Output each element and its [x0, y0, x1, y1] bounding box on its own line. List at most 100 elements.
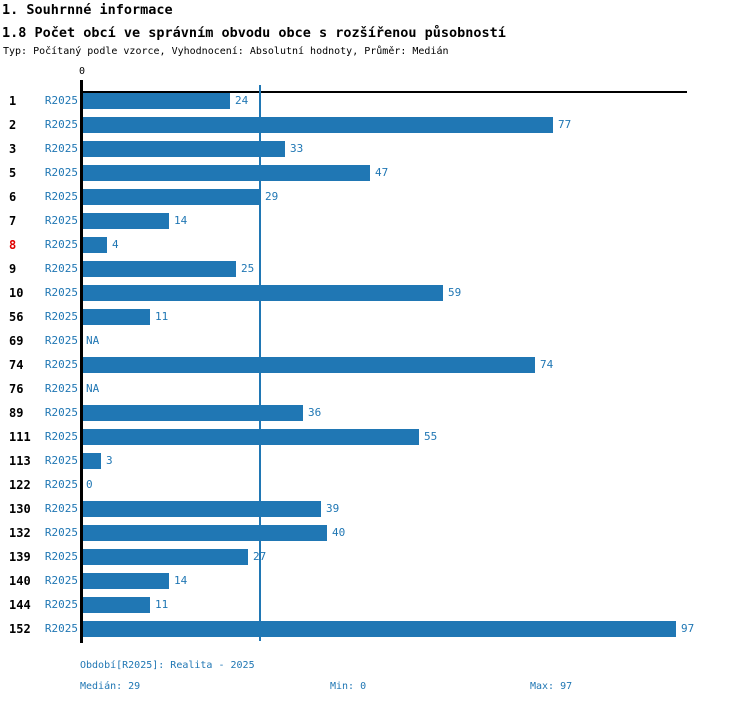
period-info: Období[R2025]: Realita - 2025 — [80, 660, 255, 671]
x-axis-tick-label: 0 — [78, 66, 86, 77]
row-value-label: 14 — [174, 214, 188, 227]
row-value-label: 33 — [290, 142, 304, 155]
row-bar — [83, 429, 419, 445]
row-period-label: R2025 — [44, 262, 78, 275]
row-bar — [83, 237, 107, 253]
row-bar — [83, 621, 676, 637]
row-id-label: 8 — [9, 238, 17, 252]
row-id-label: 1 — [9, 94, 17, 108]
row-period-label: R2025 — [44, 310, 78, 323]
row-period-label: R2025 — [44, 406, 78, 419]
row-period-label: R2025 — [44, 94, 78, 107]
row-period-label: R2025 — [44, 214, 78, 227]
row-bar — [83, 261, 236, 277]
row-value-label: 77 — [558, 118, 572, 131]
row-period-label: R2025 — [44, 334, 78, 347]
row-bar — [83, 453, 101, 469]
row-id-label: 3 — [9, 142, 17, 156]
row-period-label: R2025 — [44, 550, 78, 563]
row-value-label: 11 — [155, 598, 169, 611]
row-value-label: 97 — [681, 622, 695, 635]
row-value-label: 14 — [174, 574, 188, 587]
row-id-label: 152 — [9, 622, 31, 636]
row-bar — [83, 357, 535, 373]
row-id-label: 69 — [9, 334, 24, 348]
row-bar — [83, 189, 260, 205]
row-id-label: 10 — [9, 286, 24, 300]
row-bar — [83, 93, 230, 109]
row-id-label: 130 — [9, 502, 31, 516]
row-period-label: R2025 — [44, 526, 78, 539]
row-id-label: 7 — [9, 214, 17, 228]
row-value-label: 59 — [448, 286, 462, 299]
row-id-label: 56 — [9, 310, 24, 324]
row-period-label: R2025 — [44, 574, 78, 587]
row-period-label: R2025 — [44, 358, 78, 371]
row-id-label: 132 — [9, 526, 31, 540]
row-value-label: NA — [86, 334, 100, 347]
row-bar — [83, 501, 321, 517]
row-period-label: R2025 — [44, 166, 78, 179]
row-value-label: 39 — [326, 502, 340, 515]
row-bar — [83, 573, 169, 589]
row-period-label: R2025 — [44, 238, 78, 251]
row-value-label: 3 — [106, 454, 113, 467]
min-stat: Min: 0 — [330, 681, 367, 692]
row-id-label: 76 — [9, 382, 24, 396]
row-id-label: 144 — [9, 598, 31, 612]
row-value-label: 36 — [308, 406, 322, 419]
row-period-label: R2025 — [44, 286, 78, 299]
row-id-label: 111 — [9, 430, 31, 444]
row-bar — [83, 117, 553, 133]
row-id-label: 113 — [9, 454, 31, 468]
row-value-label: 47 — [375, 166, 389, 179]
row-period-label: R2025 — [44, 502, 78, 515]
row-bar — [83, 285, 443, 301]
row-value-label: 55 — [424, 430, 438, 443]
row-id-label: 122 — [9, 478, 31, 492]
row-id-label: 5 — [9, 166, 17, 180]
row-id-label: 89 — [9, 406, 24, 420]
row-value-label: 25 — [241, 262, 255, 275]
row-period-label: R2025 — [44, 598, 78, 611]
row-id-label: 140 — [9, 574, 31, 588]
median-stat: Medián: 29 — [80, 681, 141, 692]
row-bar — [83, 309, 150, 325]
row-period-label: R2025 — [44, 142, 78, 155]
row-period-label: R2025 — [44, 454, 78, 467]
row-bar — [83, 597, 150, 613]
row-value-label: 0 — [86, 478, 93, 491]
row-period-label: R2025 — [44, 118, 78, 131]
row-value-label: 29 — [265, 190, 279, 203]
row-id-label: 139 — [9, 550, 31, 564]
row-period-label: R2025 — [44, 478, 78, 491]
row-value-label: 40 — [332, 526, 346, 539]
row-value-label: 27 — [253, 550, 267, 563]
chart-title: 1.8 Počet obcí ve správním obvodu obce s… — [2, 25, 506, 41]
row-bar — [83, 549, 248, 565]
x-axis-line — [80, 91, 687, 93]
row-value-label: NA — [86, 382, 100, 395]
row-period-label: R2025 — [44, 382, 78, 395]
row-value-label: 11 — [155, 310, 169, 323]
row-id-label: 9 — [9, 262, 17, 276]
row-period-label: R2025 — [44, 622, 78, 635]
row-bar — [83, 213, 169, 229]
row-bar — [83, 141, 285, 157]
row-value-label: 4 — [112, 238, 119, 251]
max-stat: Max: 97 — [530, 681, 573, 692]
row-period-label: R2025 — [44, 430, 78, 443]
y-axis-line — [80, 80, 83, 643]
row-id-label: 2 — [9, 118, 17, 132]
row-id-label: 74 — [9, 358, 24, 372]
row-value-label: 74 — [540, 358, 554, 371]
row-bar — [83, 525, 327, 541]
row-value-label: 24 — [235, 94, 249, 107]
row-id-label: 6 — [9, 190, 17, 204]
row-bar — [83, 405, 303, 421]
section-title: 1. Souhrnné informace — [2, 2, 173, 18]
chart-meta: Typ: Počítaný podle vzorce, Vyhodnocení:… — [3, 46, 449, 57]
row-period-label: R2025 — [44, 190, 78, 203]
row-bar — [83, 165, 370, 181]
